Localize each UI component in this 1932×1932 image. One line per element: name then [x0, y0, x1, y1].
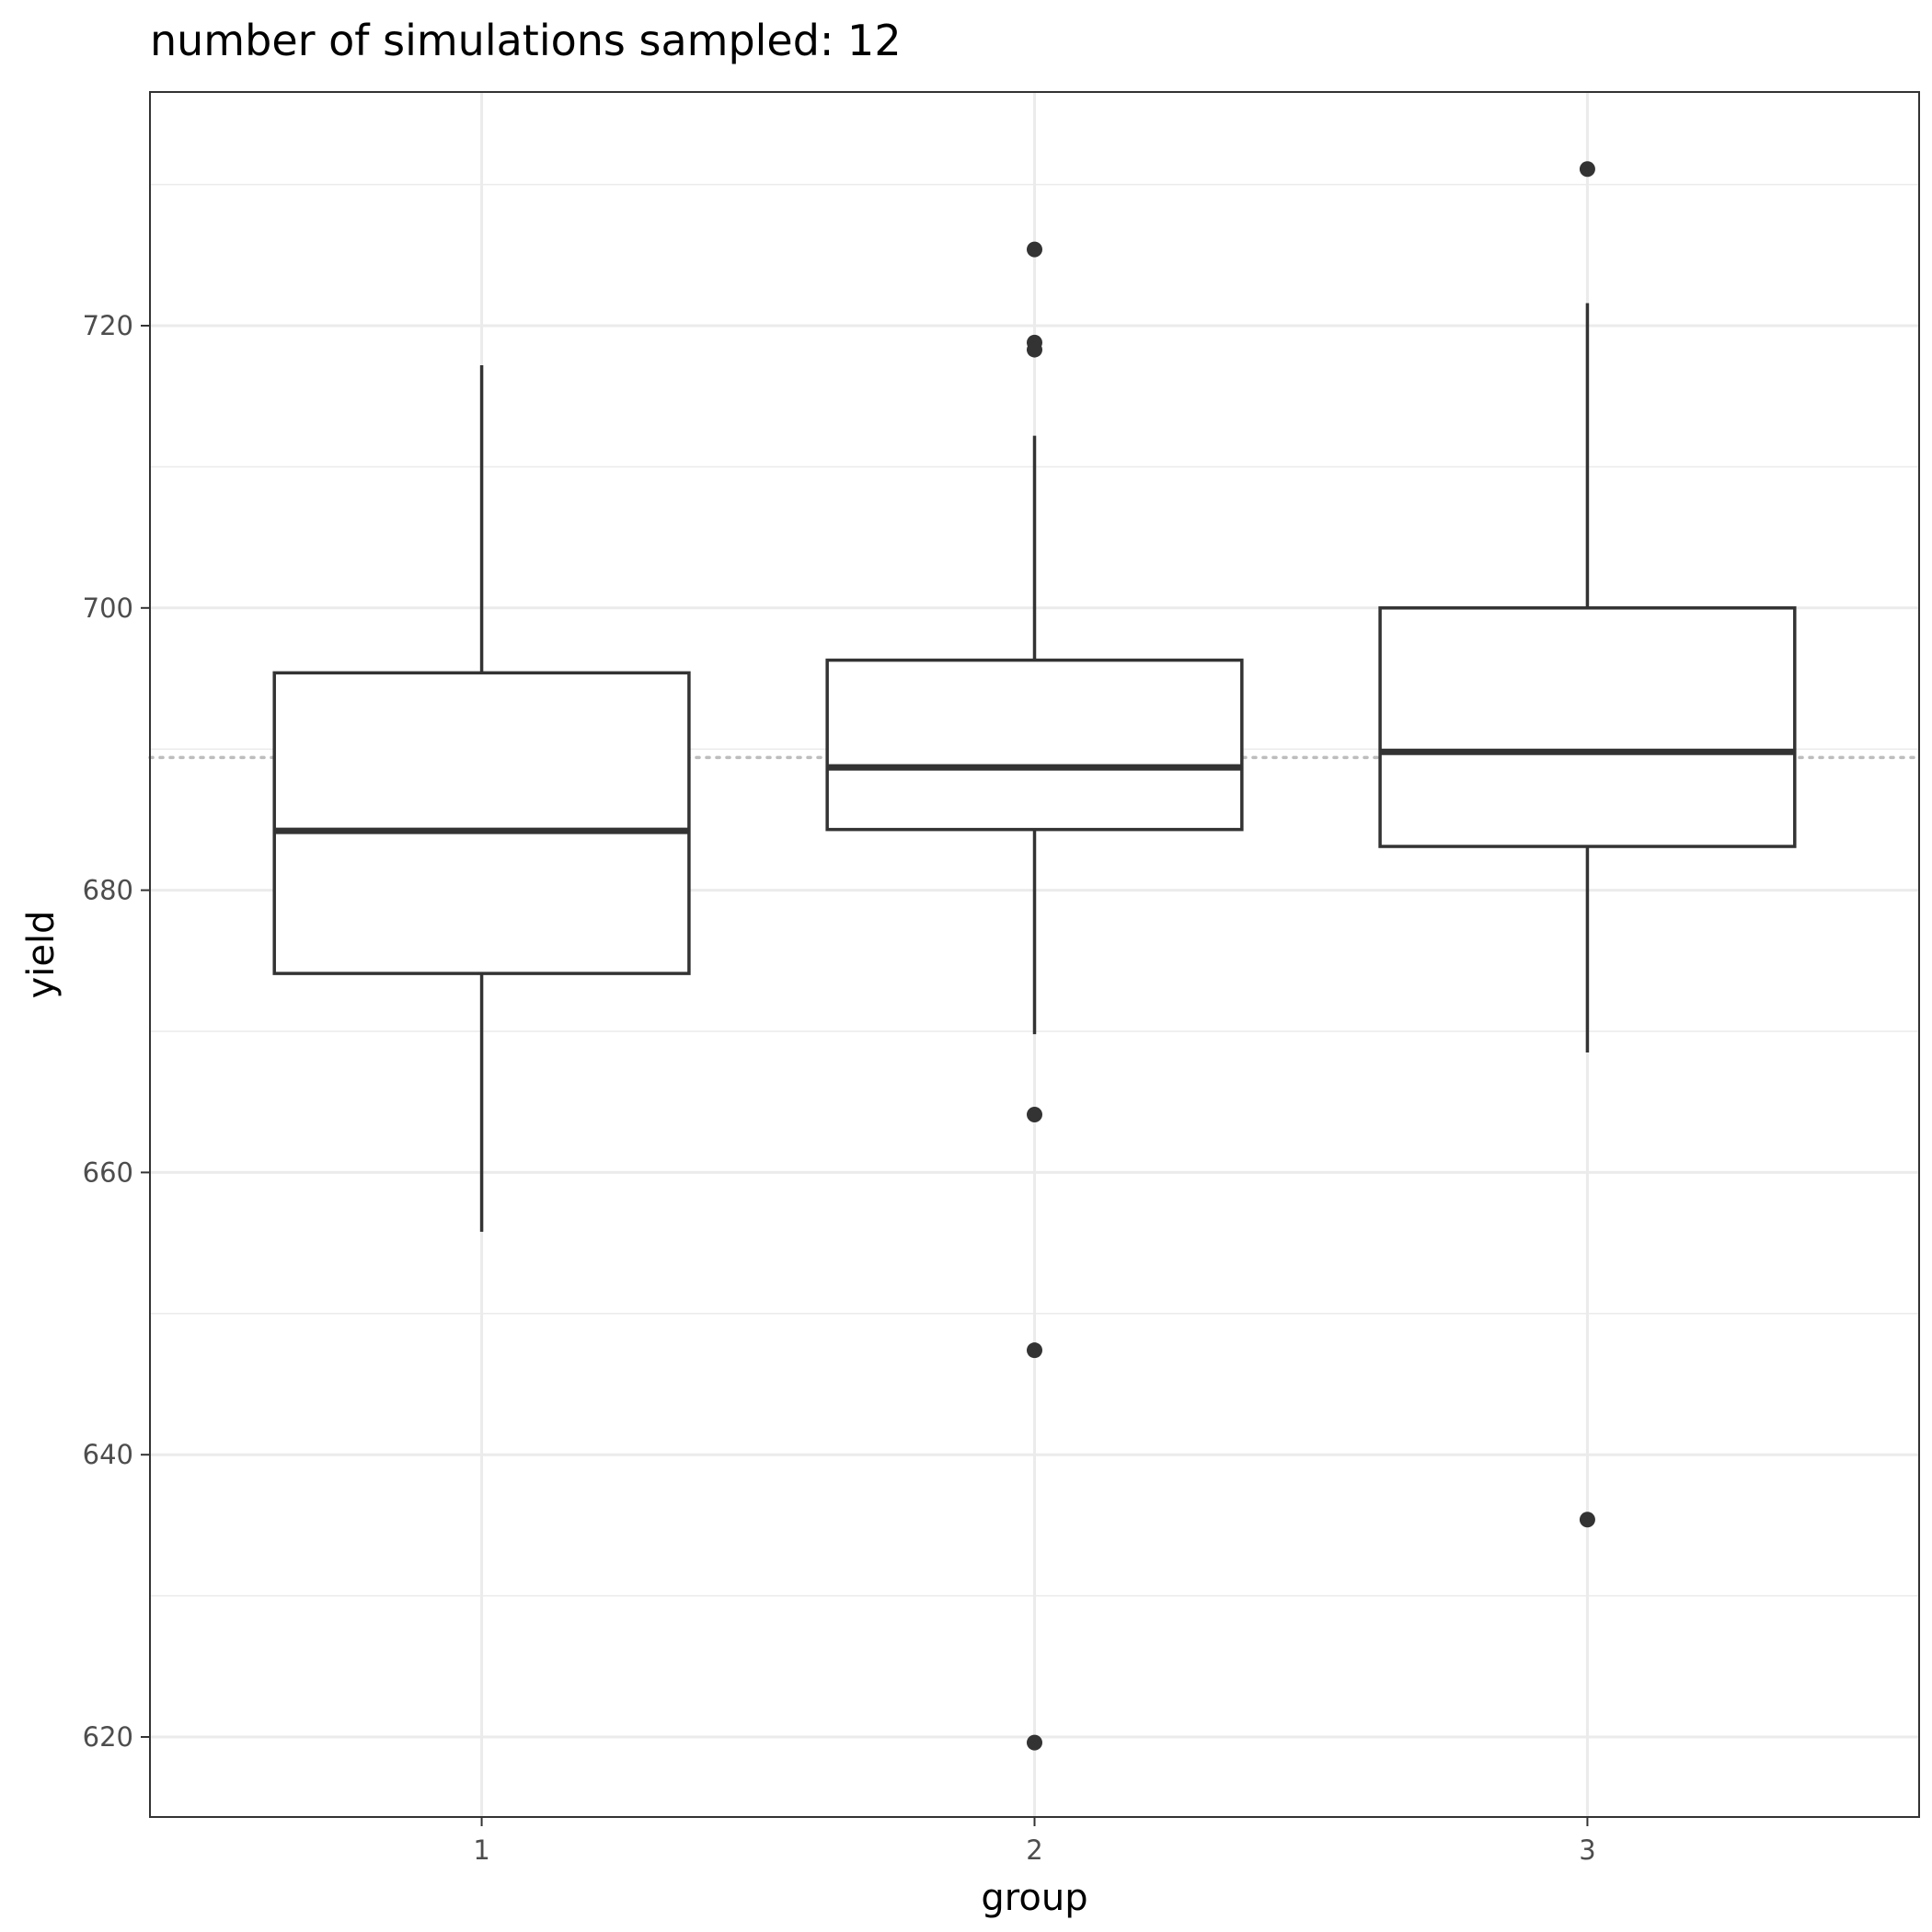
x-tick-label: 3 — [1579, 1834, 1595, 1866]
x-tick-label: 2 — [1026, 1834, 1042, 1866]
box-group-3 — [1378, 161, 1797, 1528]
outlier-point — [1027, 241, 1042, 258]
outlier-point — [1027, 1342, 1042, 1359]
chart-title: number of simulations sampled: 12 — [150, 16, 902, 65]
y-tick-label: 720 — [83, 310, 133, 341]
outlier-point — [1579, 161, 1595, 178]
y-tick-label: 640 — [83, 1439, 133, 1470]
outlier-point — [1579, 1512, 1595, 1528]
axes-layer: 620 640 660 680 700 720 1 2 3 — [83, 310, 1596, 1866]
box — [1378, 606, 1797, 848]
box — [272, 671, 691, 975]
outlier-point — [1027, 1734, 1042, 1751]
x-axis-title: group — [981, 1877, 1087, 1919]
y-tick-label: 620 — [83, 1721, 133, 1753]
y-tick-label: 700 — [83, 592, 133, 624]
box-group-1 — [272, 364, 691, 1232]
x-tick-label: 1 — [473, 1834, 489, 1866]
outlier-point — [1027, 1107, 1042, 1123]
y-tick-label: 660 — [83, 1156, 133, 1188]
y-axis-title: yield — [20, 911, 63, 999]
box — [825, 658, 1244, 832]
y-tick-label: 680 — [83, 875, 133, 906]
outlier-point — [1027, 341, 1042, 358]
boxes-layer — [272, 161, 1797, 1751]
box-group-2 — [825, 241, 1244, 1751]
